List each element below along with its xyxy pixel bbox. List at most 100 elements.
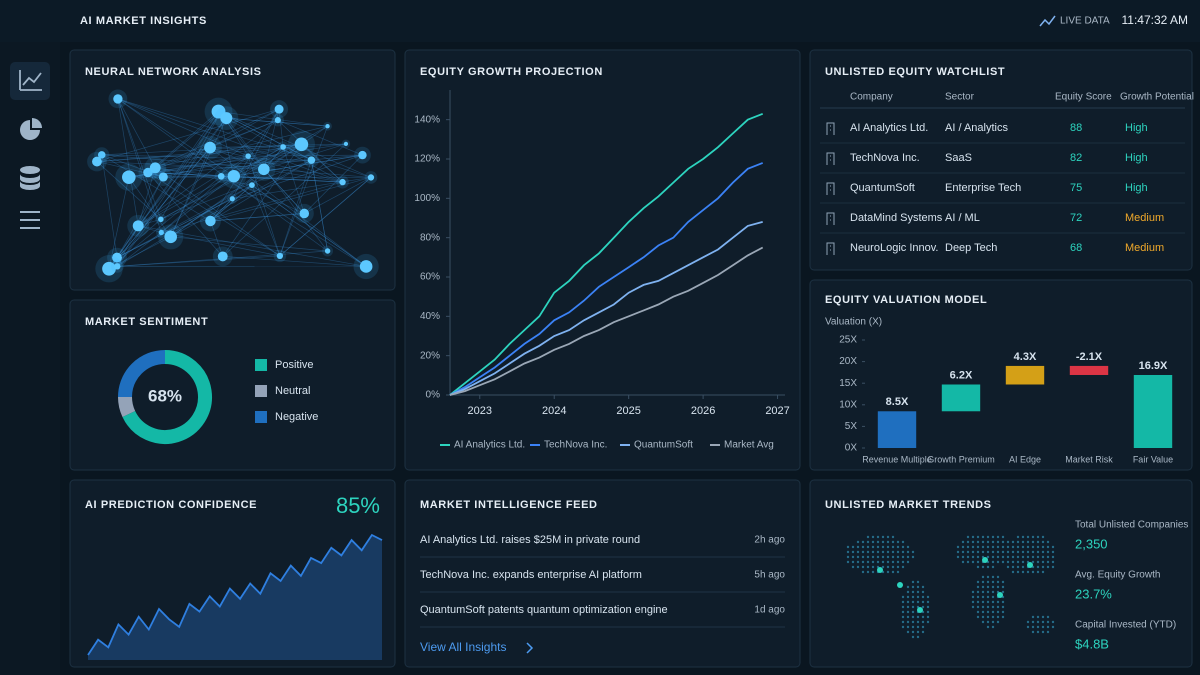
network-edge bbox=[222, 256, 367, 267]
map-dot bbox=[891, 555, 895, 559]
legend-swatch bbox=[255, 411, 267, 423]
map-dot bbox=[966, 540, 970, 544]
map-dot bbox=[991, 620, 995, 624]
map-dot bbox=[961, 560, 965, 564]
map-dot bbox=[856, 560, 860, 564]
network-edge bbox=[170, 236, 328, 252]
network-node bbox=[143, 167, 153, 178]
nav-pie-icon[interactable] bbox=[20, 120, 40, 140]
network-node bbox=[149, 162, 161, 174]
network-edge bbox=[155, 111, 222, 169]
map-dot bbox=[871, 540, 875, 544]
network-edge bbox=[218, 111, 328, 127]
network-node bbox=[358, 150, 367, 160]
map-dot bbox=[996, 620, 1000, 624]
network-edge bbox=[117, 255, 280, 267]
map-dot bbox=[1051, 560, 1055, 564]
map-dot bbox=[906, 610, 910, 614]
map-dot bbox=[851, 565, 855, 569]
nav-active[interactable] bbox=[10, 62, 50, 100]
map-dot bbox=[916, 585, 920, 589]
map-dot bbox=[901, 555, 905, 559]
map-dot bbox=[1041, 560, 1045, 564]
view-all-link[interactable]: View All Insights bbox=[420, 640, 507, 654]
donut-segment bbox=[118, 396, 136, 418]
network-edge bbox=[301, 144, 343, 183]
nav-menu-icon[interactable] bbox=[20, 211, 40, 229]
map-dot bbox=[871, 545, 875, 549]
map-dot bbox=[1001, 550, 1005, 554]
network-edge bbox=[138, 155, 249, 227]
map-dot bbox=[1011, 560, 1015, 564]
network-edge bbox=[117, 98, 156, 168]
map-dot bbox=[986, 550, 990, 554]
growth-potential: High bbox=[1125, 182, 1148, 194]
map-dot bbox=[871, 550, 875, 554]
map-dot bbox=[1041, 540, 1045, 544]
map-dot bbox=[991, 545, 995, 549]
map-dot bbox=[991, 555, 995, 559]
x-tick-label: 2024 bbox=[542, 405, 566, 417]
feed-panel bbox=[404, 479, 801, 668]
map-dot bbox=[996, 605, 1000, 609]
network-edge bbox=[277, 119, 363, 156]
panel-title: UNLISTED EQUITY WATCHLIST bbox=[825, 66, 1005, 78]
donut-center: 68% bbox=[148, 386, 182, 405]
map-dot bbox=[1016, 555, 1020, 559]
map-dot bbox=[886, 560, 890, 564]
map-dot bbox=[846, 550, 850, 554]
map-dot bbox=[911, 625, 915, 629]
network-edge bbox=[279, 177, 372, 257]
network-edge bbox=[116, 198, 233, 258]
network-node bbox=[92, 156, 102, 167]
network-panel bbox=[69, 49, 396, 291]
map-dot bbox=[901, 620, 905, 624]
map-dot bbox=[906, 595, 910, 599]
network-edge bbox=[311, 160, 328, 252]
map-dot bbox=[1031, 545, 1035, 549]
map-dot bbox=[866, 535, 870, 539]
map-dot bbox=[991, 595, 995, 599]
map-dot bbox=[921, 595, 925, 599]
x-tick-label: 2026 bbox=[691, 405, 715, 417]
map-dot bbox=[896, 570, 900, 574]
map-hotspot bbox=[997, 592, 1003, 598]
column-header: Growth Potential bbox=[1120, 92, 1194, 103]
map-dot bbox=[1016, 540, 1020, 544]
chart-title: MARKET SENTIMENT bbox=[85, 316, 208, 328]
map-dot bbox=[1001, 555, 1005, 559]
map-dot bbox=[886, 555, 890, 559]
network-edge bbox=[101, 154, 164, 178]
map-dot bbox=[981, 545, 985, 549]
nav-db-icon-body bbox=[20, 174, 40, 190]
map-hotspot bbox=[1027, 562, 1033, 568]
map-dot bbox=[956, 555, 960, 559]
nav-chart-icon[interactable] bbox=[19, 70, 42, 91]
network-node bbox=[367, 174, 375, 181]
map-dot bbox=[991, 535, 995, 539]
map-dot bbox=[1006, 550, 1010, 554]
y-tick-label: 20X bbox=[839, 356, 857, 367]
legend-label: TechNova Inc. bbox=[544, 440, 607, 451]
feed-time: 5h ago bbox=[754, 570, 785, 581]
y-tick-label: 100% bbox=[414, 193, 440, 204]
network-edge bbox=[160, 144, 302, 220]
nav-db-icon[interactable] bbox=[20, 166, 40, 174]
map-hotspot bbox=[917, 607, 923, 613]
network-node bbox=[158, 216, 164, 223]
map-dot bbox=[986, 575, 990, 579]
network-edge bbox=[108, 236, 171, 270]
network-edge bbox=[248, 154, 363, 157]
network-edge bbox=[278, 109, 284, 147]
equity-score: 75 bbox=[1070, 182, 1082, 194]
map-dot bbox=[1031, 615, 1035, 619]
network-edge bbox=[96, 143, 302, 162]
map-dot bbox=[966, 535, 970, 539]
stat-label: Capital Invested (YTD) bbox=[1075, 620, 1176, 631]
y-tick-label: 5X bbox=[845, 421, 858, 432]
company: AI Analytics Ltd. bbox=[850, 122, 928, 134]
map-dot bbox=[1041, 545, 1045, 549]
map-dot bbox=[906, 555, 910, 559]
network-edge bbox=[210, 159, 312, 222]
